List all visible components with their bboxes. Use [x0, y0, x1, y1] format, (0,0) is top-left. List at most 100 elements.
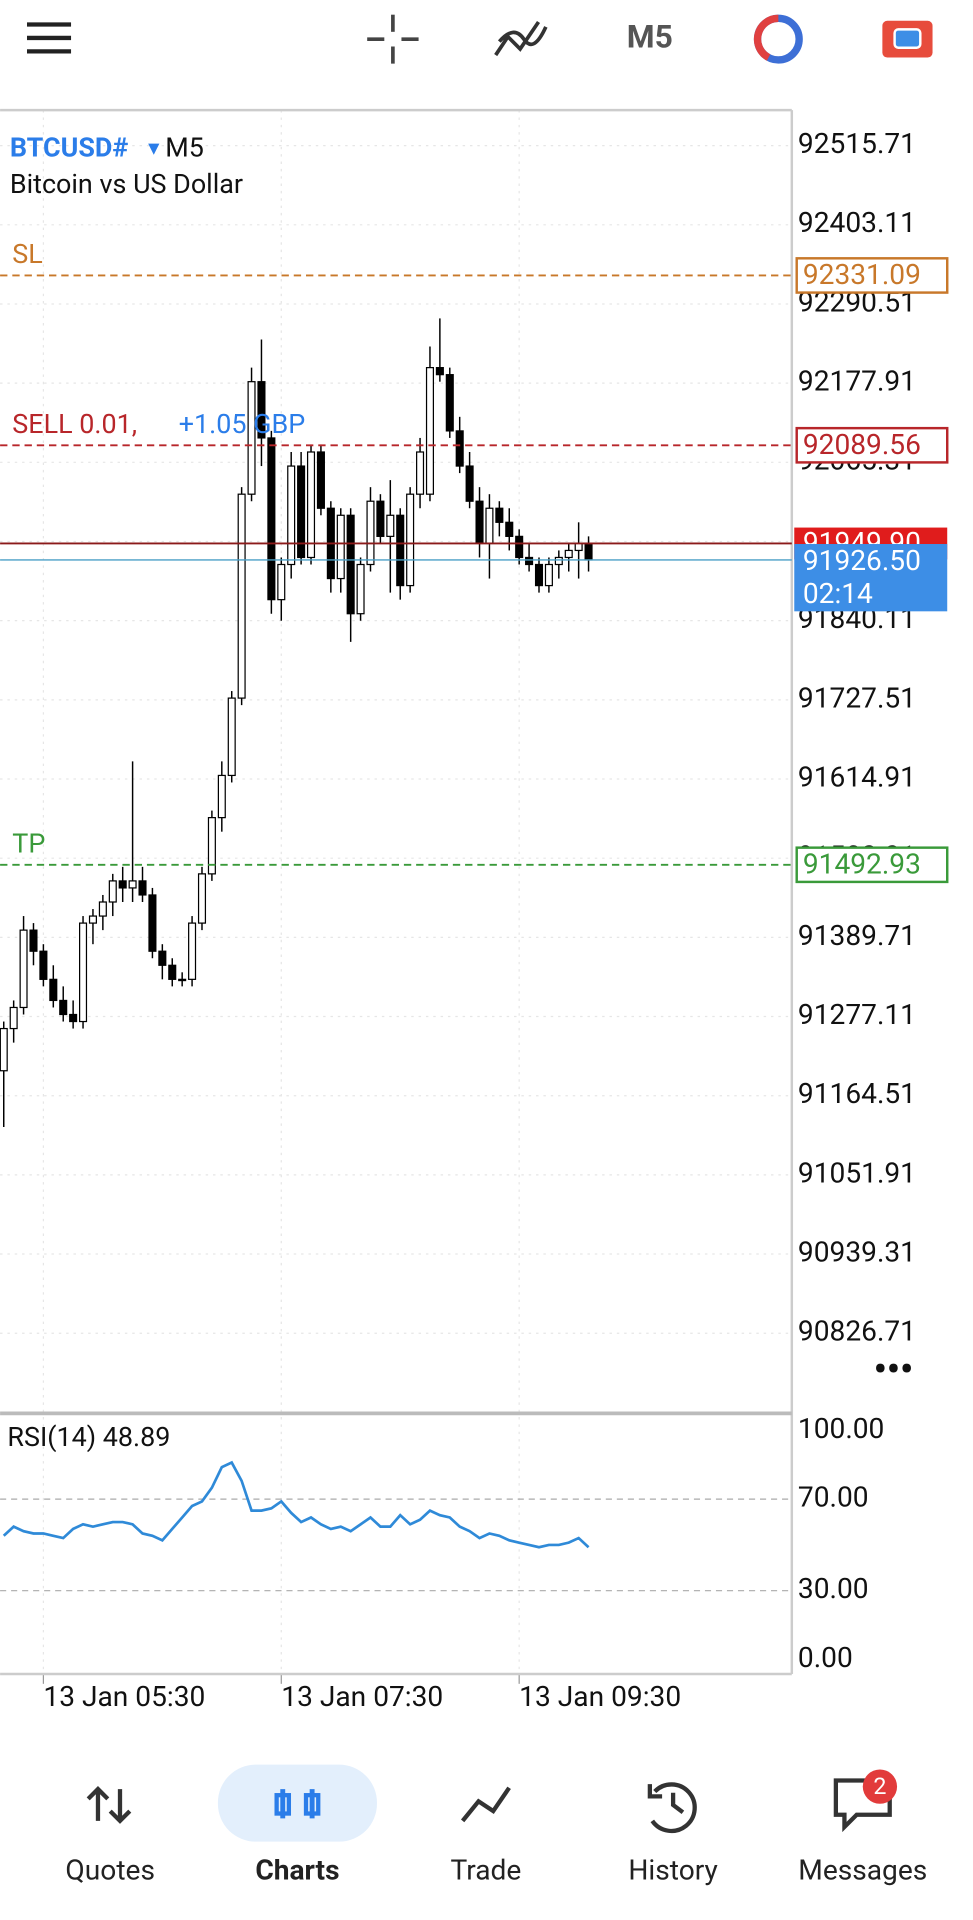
level-label: SELL 0.01,	[12, 408, 137, 440]
level-price-box	[795, 846, 949, 884]
candle-body	[197, 873, 207, 924]
symbol[interactable]: BTCUSD#	[10, 131, 129, 163]
x-tick-label: 13 Jan 05:30	[43, 1680, 205, 1713]
candle-body	[366, 500, 375, 566]
timeframe-button[interactable]: M5	[627, 18, 673, 56]
candle-body	[59, 999, 68, 1016]
candle-body	[49, 978, 58, 1002]
candle-body	[98, 901, 107, 917]
candle-body	[475, 500, 484, 545]
nav-item[interactable]: Charts	[255, 1854, 339, 1887]
candle-body	[297, 465, 306, 559]
candle-body	[178, 978, 187, 982]
candle-body	[584, 542, 593, 561]
candle-body	[188, 922, 197, 980]
y-tick-label: 91051.91	[798, 1156, 916, 1189]
candle-body	[485, 507, 494, 545]
candle-body	[376, 500, 385, 537]
y-tick-label: 92177.91	[798, 365, 916, 398]
candle-body	[237, 493, 246, 699]
candle-body	[158, 950, 167, 966]
candle-body	[396, 514, 405, 587]
candle-body	[287, 465, 296, 566]
candle-body	[534, 563, 544, 587]
candle-body	[445, 374, 454, 432]
candle-body	[118, 880, 127, 889]
rsi-line	[2, 1460, 590, 1549]
candle-body	[515, 535, 524, 559]
y-tick-label: 91614.91	[798, 760, 916, 793]
countdown: 02:14	[803, 577, 873, 610]
crosshair-button[interactable]	[367, 14, 419, 64]
indicators-button[interactable]	[494, 20, 548, 57]
rsi-tick-label: 70.00	[798, 1481, 869, 1514]
candle-body	[386, 514, 395, 537]
ask-box	[794, 544, 948, 612]
candle-body	[416, 451, 425, 495]
candle-body	[425, 367, 435, 495]
candle-body	[257, 381, 266, 439]
candle-body	[356, 563, 365, 615]
nav-item[interactable]: Messages	[798, 1854, 927, 1887]
level-price: 91492.93	[803, 847, 921, 880]
candle-body	[267, 437, 276, 601]
candle-body	[574, 542, 583, 552]
y-tick-label: 90826.71	[798, 1315, 916, 1348]
one-click-button[interactable]	[753, 14, 803, 64]
candle-body	[277, 563, 286, 601]
menu-button[interactable]	[26, 22, 72, 54]
y-tick-label: 91389.71	[798, 919, 916, 952]
candle-body	[465, 465, 474, 502]
candle-body	[128, 880, 137, 889]
y-tick-label: 92515.71	[798, 127, 916, 160]
candle-body	[435, 367, 444, 376]
badge	[862, 1769, 898, 1804]
level-label: TP	[12, 827, 45, 859]
candle-body	[554, 556, 563, 566]
nav-item[interactable]: History	[628, 1854, 717, 1887]
candle-body	[306, 451, 316, 559]
badge-count: 2	[873, 1772, 886, 1800]
timeframe: M5	[165, 131, 204, 163]
candle-body	[495, 507, 504, 523]
candle-body	[544, 563, 553, 587]
y-tick-label: 92403.11	[798, 206, 916, 239]
candle-body	[217, 774, 226, 819]
candle-body	[207, 817, 216, 875]
rsi-tick-label: 100.00	[798, 1412, 884, 1445]
price-chart[interactable]: 92515.7192403.1192290.5192177.9192065.31…	[0, 108, 949, 1713]
description: Bitcoin vs US Dollar	[10, 168, 243, 200]
candle-body	[505, 521, 514, 537]
x-tick-label: 13 Jan 09:30	[519, 1680, 681, 1713]
trade-button[interactable]	[882, 20, 933, 58]
candle-body	[138, 880, 147, 896]
y-tick-label: 91277.11	[798, 998, 916, 1031]
candle-body	[108, 880, 117, 903]
candle-body	[525, 556, 534, 566]
nav-item[interactable]: Quotes	[65, 1854, 155, 1887]
nav-item[interactable]: Trade	[450, 1854, 521, 1887]
level-price: 92089.56	[803, 428, 921, 461]
ask-price: 91926.50	[803, 544, 921, 577]
rsi-tick-label: 0.00	[798, 1641, 853, 1674]
candle-body	[455, 430, 464, 467]
candle-body	[39, 950, 48, 980]
x-tick-label: 13 Jan 07:30	[281, 1680, 443, 1713]
level-price-box	[795, 426, 949, 464]
candle-body	[336, 514, 345, 580]
active-tab-highlight	[217, 1764, 377, 1842]
candle-body	[69, 1013, 78, 1023]
candle-body	[9, 1006, 18, 1030]
y-tick-label: 91727.51	[798, 681, 916, 714]
rsi-tick-label: 30.00	[798, 1572, 869, 1605]
candle-body	[406, 493, 415, 587]
y-tick-label: 90939.31	[798, 1235, 916, 1268]
nav-icons	[86, 1778, 892, 1834]
y-tick-label: 91164.51	[798, 1077, 916, 1110]
more-button[interactable]: •••	[874, 1347, 914, 1390]
candle-body	[29, 929, 38, 952]
candle-body	[564, 549, 573, 559]
candle-body	[346, 514, 355, 615]
candle-body	[168, 964, 177, 980]
